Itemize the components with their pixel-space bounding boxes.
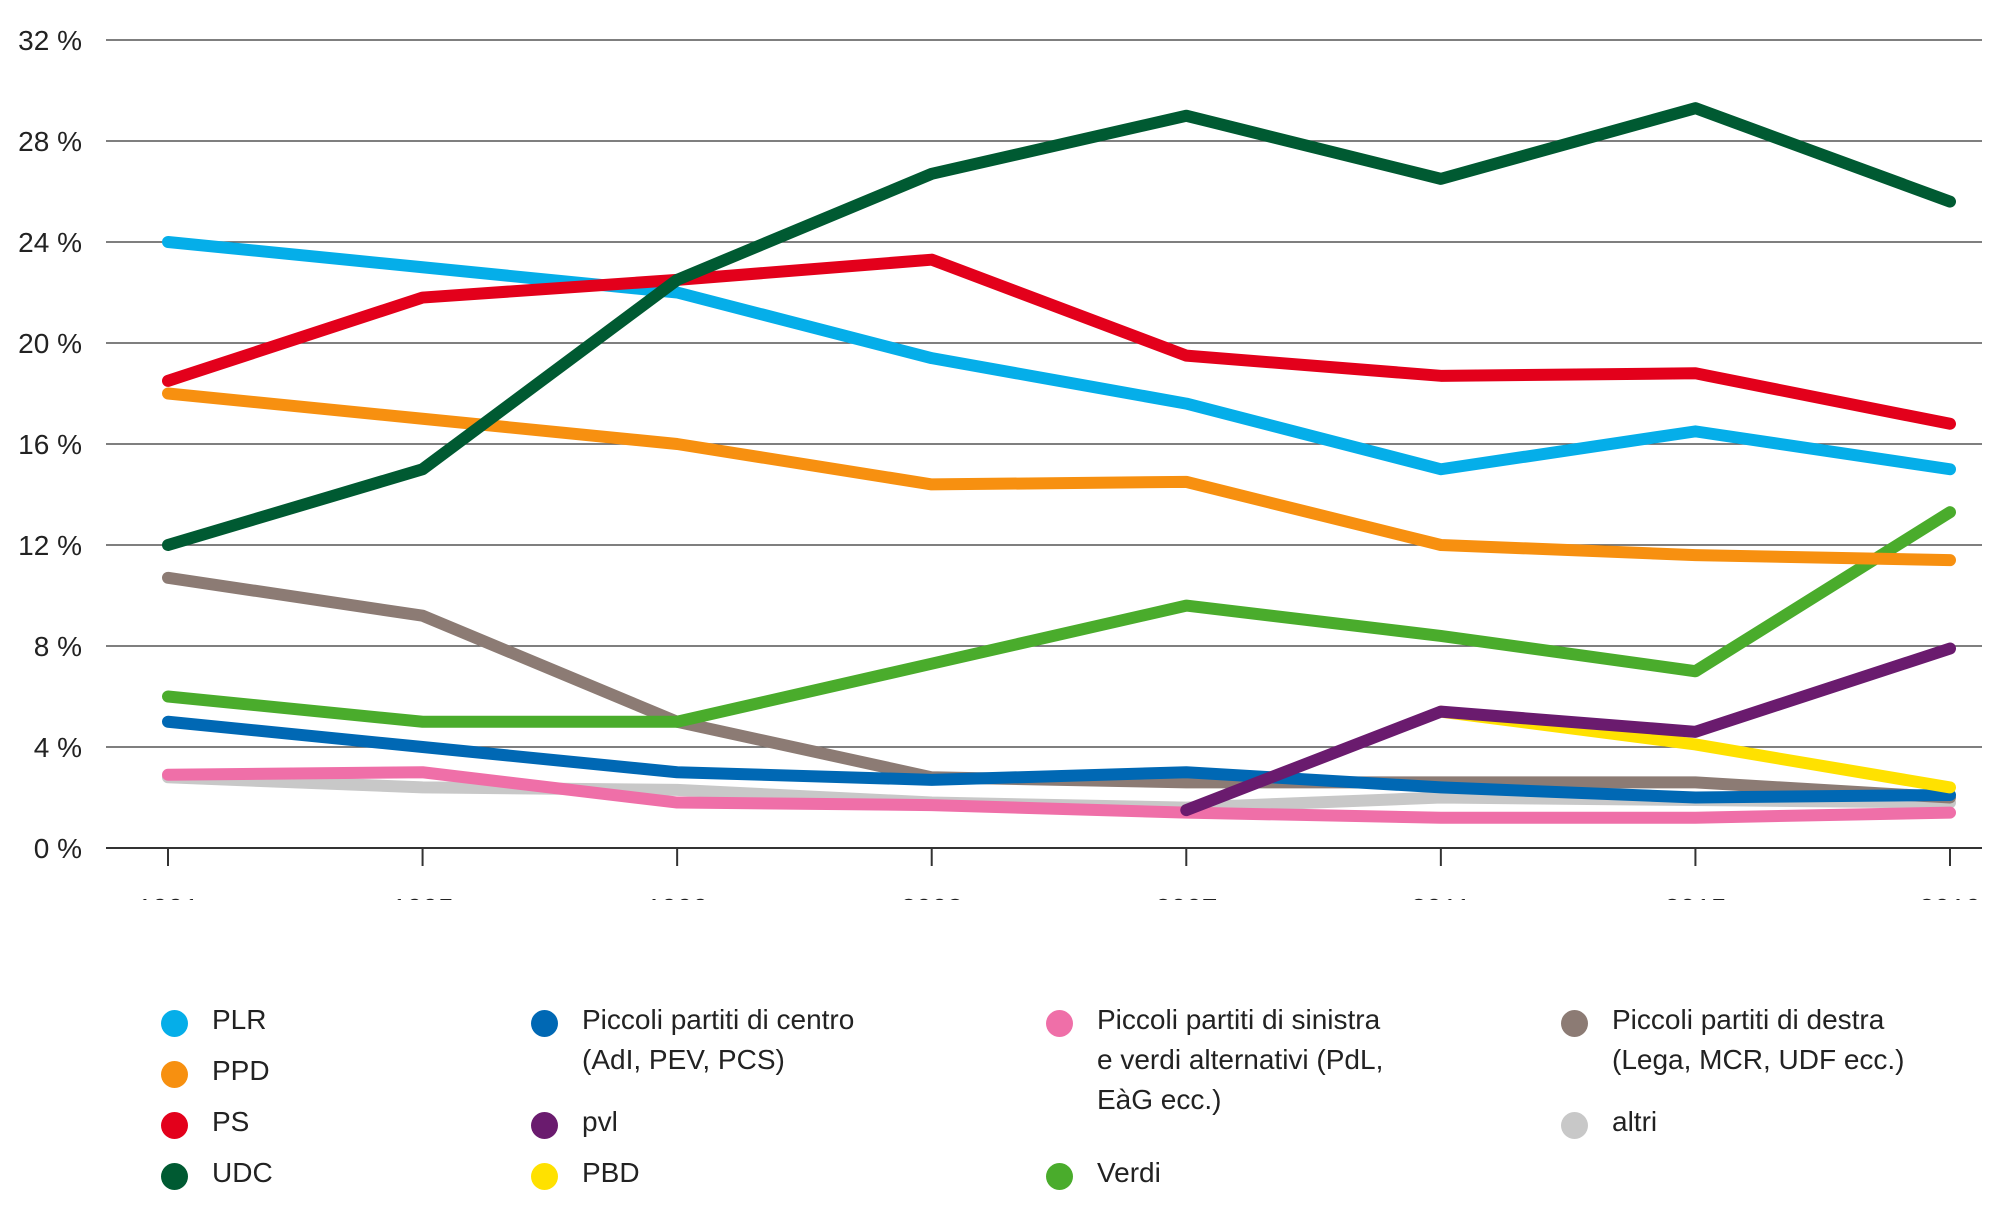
series-layer: [162, 102, 1956, 824]
legend-item: Piccoli partiti di sinistra e verdi alte…: [1046, 1004, 1383, 1120]
series-line-piccoli-partiti-di-centro: [162, 715, 1956, 804]
series-line-piccoli-partiti-di-sinistra: [162, 766, 1956, 824]
y-tick-label: 24 %: [18, 227, 82, 258]
legend-label: UDC: [212, 1157, 273, 1188]
legend-item: UDC: [161, 1157, 273, 1193]
legend-dot-icon: [531, 1112, 558, 1139]
legend-dot-icon: [161, 1112, 188, 1139]
legend-dot-icon: [161, 1061, 188, 1088]
y-tick-label: 32 %: [18, 25, 82, 56]
x-tick-label: 2019: [1919, 893, 1981, 900]
y-tick-label: 16 %: [18, 429, 82, 460]
series-line-ppd: [162, 387, 1956, 567]
series-line-piccoli-partiti-di-destra: [162, 571, 1956, 804]
legend-label: PLR: [212, 1004, 267, 1035]
line-chart: 0 % 4 % 8 % 12 % 16 % 20 % 24 % 28 % 32 % 1991 199…: [18, 25, 1982, 900]
legend-label: PS: [212, 1106, 250, 1137]
legend-label: altri: [1612, 1106, 1658, 1137]
legend-item: PLR: [161, 1004, 266, 1040]
legend-label: Piccoli partiti di sinistra e verdi alte…: [1097, 1004, 1384, 1115]
legend-label: Piccoli partiti di centro (AdI, PEV, PCS…: [582, 1004, 855, 1075]
series-line-plr: [162, 236, 1956, 476]
legend-item: Verdi: [1046, 1157, 1161, 1193]
y-tick-label: 0 %: [34, 833, 82, 864]
legend-dot-icon: [1561, 1112, 1588, 1139]
series-line-udc: [162, 102, 1956, 551]
y-tick-label: 20 %: [18, 328, 82, 359]
x-tick-label: 1995: [391, 893, 453, 900]
legend-label: PPD: [212, 1055, 270, 1086]
x-tick-label: 1991: [137, 893, 199, 900]
legend-label: PBD: [582, 1157, 640, 1188]
legend-item: PS: [161, 1106, 249, 1142]
x-tick-label: 2003: [901, 893, 963, 900]
legend-dot-icon: [161, 1010, 188, 1037]
x-tick-label: 2007: [1155, 893, 1217, 900]
axis-layer: 0 % 4 % 8 % 12 % 16 % 20 % 24 % 28 % 32 % 1991 199…: [18, 25, 1981, 900]
series-line-verdi: [162, 506, 1956, 728]
x-tick-label: 2011: [1411, 893, 1471, 900]
legend-dot-icon: [531, 1010, 558, 1037]
y-tick-label: 8 %: [34, 631, 82, 662]
y-tick-label: 28 %: [18, 126, 82, 157]
legend-item: PBD: [531, 1157, 640, 1193]
legend-item: Piccoli partiti di centro (AdI, PEV, PCS…: [531, 1004, 854, 1080]
legend-dot-icon: [1046, 1163, 1073, 1190]
legend-label: pvl: [582, 1106, 618, 1137]
legend-item: Piccoli partiti di destra (Lega, MCR, UD…: [1561, 1004, 1905, 1080]
legend-dot-icon: [1046, 1010, 1073, 1037]
x-tick-label: 2015: [1664, 893, 1726, 900]
legend-dot-icon: [1561, 1010, 1588, 1037]
legend-label: Verdi: [1097, 1157, 1161, 1188]
legend-dot-icon: [531, 1163, 558, 1190]
x-tick-label: 1999: [646, 893, 708, 900]
series-line-ps: [162, 253, 1956, 430]
legend-item: altri: [1561, 1106, 1657, 1142]
y-tick-label: 12 %: [18, 530, 82, 561]
legend-label: Piccoli partiti di destra (Lega, MCR, UD…: [1612, 1004, 1905, 1075]
y-tick-label: 4 %: [34, 732, 82, 763]
legend-item: PPD: [161, 1055, 270, 1091]
series-line-pvl: [1180, 642, 1956, 817]
legend-item: pvl: [531, 1106, 618, 1142]
legend-dot-icon: [161, 1163, 188, 1190]
